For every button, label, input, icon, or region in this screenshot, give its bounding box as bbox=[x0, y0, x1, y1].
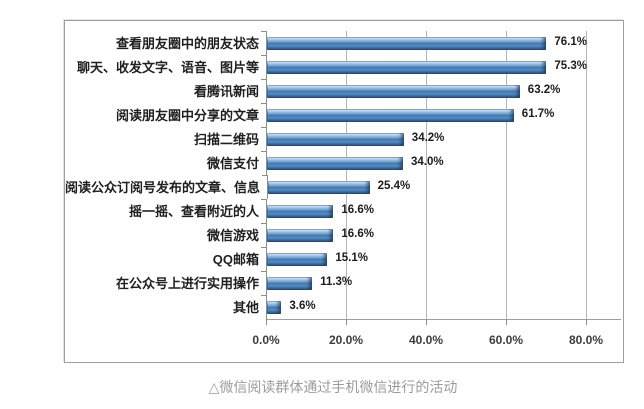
value-label: 75.3% bbox=[554, 60, 587, 73]
bar bbox=[267, 132, 404, 146]
value-label: 16.6% bbox=[341, 228, 374, 241]
gridline-20pct bbox=[346, 31, 347, 319]
bar-track: 25.4% bbox=[262, 175, 588, 199]
gridline-60pct bbox=[506, 31, 507, 319]
axis-tick-label: 60.0% bbox=[488, 333, 524, 347]
bar-track: 76.1% bbox=[261, 31, 587, 55]
axis-tick bbox=[506, 319, 507, 325]
gridline-80pct bbox=[586, 31, 587, 319]
bar-track: 34.2% bbox=[261, 127, 587, 151]
bar-rows: 查看朋友圈中的朋友状态 76.1% 聊天、收发文字、语音、图片等 75.3% 看… bbox=[65, 31, 621, 319]
bar-row: 微信游戏 16.6% bbox=[65, 223, 621, 247]
bar-row: 其他 3.6% bbox=[65, 295, 621, 319]
value-label: 34.0% bbox=[411, 156, 444, 169]
value-label: 3.6% bbox=[289, 300, 316, 313]
axis-tick bbox=[426, 319, 427, 325]
bar-row: 聊天、收发文字、语音、图片等 75.3% bbox=[65, 55, 621, 79]
value-label: 61.7% bbox=[521, 108, 555, 121]
bar-track: 75.3% bbox=[261, 55, 587, 79]
value-label: 34.2% bbox=[411, 132, 445, 145]
bar-row: QQ邮箱 15.1% bbox=[65, 247, 621, 271]
category-label: 微信支付 bbox=[206, 155, 259, 171]
category-label: 微信游戏 bbox=[206, 227, 259, 243]
bar-track: 16.6% bbox=[261, 223, 587, 247]
bar-row: 在公众号上进行实用操作 11.3% bbox=[65, 271, 621, 295]
value-axis-labels: 0.0% 20.0% 40.0% 60.0% 80.0% bbox=[252, 333, 603, 349]
category-label: 摇一摇、查看附近的人 bbox=[128, 203, 259, 219]
category-label: 阅读公众订阅号发布的文章、信息 bbox=[65, 179, 261, 195]
category-label: 在公众号上进行实用操作 bbox=[115, 275, 259, 291]
bar-track: 16.6% bbox=[261, 199, 587, 223]
gridline-40pct bbox=[426, 31, 427, 319]
bar bbox=[267, 84, 520, 98]
bar-chart: 查看朋友圈中的朋友状态 76.1% 聊天、收发文字、语音、图片等 75.3% 看… bbox=[64, 20, 624, 363]
axis-tick bbox=[586, 319, 587, 325]
gridlines bbox=[266, 31, 587, 319]
bar-track: 34.0% bbox=[261, 151, 587, 175]
bar bbox=[267, 36, 547, 50]
value-axis-line bbox=[266, 319, 621, 320]
bar-row: 看腾讯新闻 63.2% bbox=[65, 79, 621, 103]
value-label: 16.6% bbox=[341, 204, 374, 217]
bar bbox=[267, 252, 328, 266]
axis-tick-label: 0.0% bbox=[252, 333, 280, 347]
bar-track: 61.7% bbox=[261, 103, 587, 127]
category-label: 看腾讯新闻 bbox=[193, 83, 259, 99]
bar bbox=[267, 276, 313, 290]
bar-track: 11.3% bbox=[261, 271, 587, 295]
value-label: 11.3% bbox=[320, 276, 353, 289]
category-label: QQ邮箱 bbox=[212, 251, 259, 267]
bar-row: 摇一摇、查看附近的人 16.6% bbox=[65, 199, 621, 223]
bar bbox=[268, 180, 370, 194]
category-label: 扫描二维码 bbox=[193, 131, 259, 147]
bar bbox=[267, 204, 334, 218]
value-label: 63.2% bbox=[527, 84, 561, 97]
value-label: 76.1% bbox=[554, 36, 587, 49]
bar bbox=[267, 108, 514, 122]
bar-track: 3.6% bbox=[261, 295, 587, 319]
axis-tick-label: 40.0% bbox=[408, 333, 444, 347]
bar-row: 阅读朋友圈中分享的文章 61.7% bbox=[65, 103, 621, 127]
bar bbox=[267, 60, 547, 74]
axis-tick-label: 20.0% bbox=[328, 333, 364, 347]
category-label: 查看朋友圈中的朋友状态 bbox=[115, 35, 259, 51]
axis-tick bbox=[346, 319, 347, 325]
bar-row: 扫描二维码 34.2% bbox=[65, 127, 621, 151]
category-label: 阅读朋友圈中分享的文章 bbox=[115, 107, 259, 123]
bar bbox=[267, 156, 403, 170]
chart-caption: △微信阅读群体通过手机微信进行的活动 bbox=[208, 379, 458, 395]
category-label: 其他 bbox=[232, 299, 259, 315]
axis-tick bbox=[266, 319, 267, 325]
category-label: 聊天、收发文字、语音、图片等 bbox=[76, 59, 259, 75]
bar bbox=[267, 300, 282, 314]
bar bbox=[267, 228, 334, 242]
value-label: 25.4% bbox=[377, 180, 411, 193]
axis-tick-label: 80.0% bbox=[568, 333, 604, 347]
bar-row: 微信支付 34.0% bbox=[65, 151, 621, 175]
value-label: 15.1% bbox=[335, 252, 368, 265]
bar-row: 阅读公众订阅号发布的文章、信息 25.4% bbox=[65, 175, 621, 199]
bar-row: 查看朋友圈中的朋友状态 76.1% bbox=[65, 31, 621, 55]
bar-track: 63.2% bbox=[261, 79, 587, 103]
bar-track: 15.1% bbox=[261, 247, 587, 271]
